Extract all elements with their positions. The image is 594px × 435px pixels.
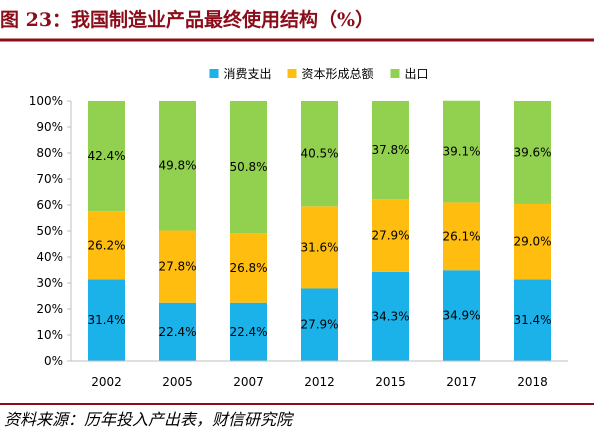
- data-label: 27.9%: [371, 229, 409, 243]
- bar-segment: [301, 206, 338, 289]
- data-label: 31.4%: [513, 313, 551, 327]
- bar-segment: [514, 203, 551, 280]
- bar-segment: [159, 230, 196, 303]
- data-label: 42.4%: [87, 149, 125, 163]
- data-label: 26.8%: [229, 261, 267, 275]
- x-tick-label: 2017: [446, 375, 477, 389]
- data-label: 27.9%: [300, 318, 338, 332]
- data-label: 26.2%: [87, 238, 125, 252]
- bar-segment: [443, 100, 480, 203]
- legend-swatch: [287, 69, 297, 78]
- data-label: 26.1%: [442, 229, 480, 243]
- bar-segment: [88, 279, 125, 361]
- data-label: 37.8%: [371, 143, 409, 157]
- y-tick-label: 90%: [36, 120, 63, 134]
- y-tick-label: 60%: [36, 198, 63, 212]
- bar-segment: [159, 302, 196, 361]
- bar-segment: [230, 233, 267, 303]
- data-labels: 31.4% 26.2% 42.4% 22.4% 27.8% 49.8% 22.4% 26.8%…: [87, 143, 551, 339]
- legend-swatch: [209, 69, 219, 78]
- x-tick-label: 2002: [91, 375, 122, 389]
- data-label: 27.8%: [158, 260, 196, 274]
- y-tick-label: 20%: [36, 302, 63, 316]
- bar-segment: [159, 101, 196, 231]
- bar-segment: [372, 101, 409, 200]
- y-axis: 0% 10% 20% 30% 40% 50% 60% 70% 80% 90% 100%: [29, 94, 72, 368]
- legend-label: 消费支出: [224, 67, 272, 81]
- y-tick-label: 30%: [36, 276, 63, 290]
- y-tick-label: 10%: [36, 328, 63, 342]
- data-label: 22.4%: [158, 325, 196, 339]
- y-tick-label: 70%: [36, 172, 63, 186]
- data-label: 31.6%: [300, 240, 338, 254]
- bar-segment: [443, 202, 480, 271]
- data-label: 49.8%: [158, 159, 196, 173]
- data-label: 39.6%: [513, 145, 551, 159]
- x-tick-label: 2018: [517, 375, 548, 389]
- bar-segment: [372, 199, 409, 272]
- y-tick-label: 100%: [29, 94, 63, 108]
- y-tick-label: 80%: [36, 146, 63, 160]
- x-axis: 2002 2005 2007 2012 2015 2017 2018: [71, 360, 568, 389]
- legend-label: 资本形成总额: [302, 67, 374, 81]
- x-tick-label: 2007: [233, 375, 264, 389]
- legend-label: 出口: [405, 67, 429, 81]
- bars: [88, 100, 551, 361]
- bar-segment: [230, 101, 267, 234]
- bar-segment: [443, 270, 480, 361]
- x-tick-label: 2005: [162, 375, 193, 389]
- bar-segment: [88, 101, 125, 212]
- bar-segment: [301, 101, 338, 207]
- data-label: 34.9%: [442, 309, 480, 323]
- data-label: 22.4%: [229, 325, 267, 339]
- bar-segment: [301, 288, 338, 361]
- data-label: 34.3%: [371, 309, 409, 323]
- y-tick-label: 50%: [36, 224, 63, 238]
- bar-segment: [230, 302, 267, 361]
- data-label: 39.1%: [442, 145, 480, 159]
- legend-swatch: [390, 69, 400, 78]
- source-note: 资料来源：历年投入产出表，财信研究院: [4, 410, 293, 429]
- bar-segment: [372, 271, 409, 361]
- figure-title: 图 23：我国制造业产品最终使用结构（%）: [0, 9, 375, 31]
- bar-segment: [514, 101, 551, 204]
- legend: 消费支出 资本形成总额 出口: [209, 67, 429, 81]
- data-label: 31.4%: [87, 313, 125, 327]
- x-tick-label: 2015: [375, 375, 406, 389]
- x-tick-label: 2012: [304, 375, 335, 389]
- data-label: 29.0%: [513, 235, 551, 249]
- y-tick-label: 0%: [44, 354, 63, 368]
- bar-segment: [514, 279, 551, 361]
- y-tick-label: 40%: [36, 250, 63, 264]
- data-label: 40.5%: [300, 147, 338, 161]
- data-label: 50.8%: [229, 160, 267, 174]
- bar-segment: [88, 211, 125, 280]
